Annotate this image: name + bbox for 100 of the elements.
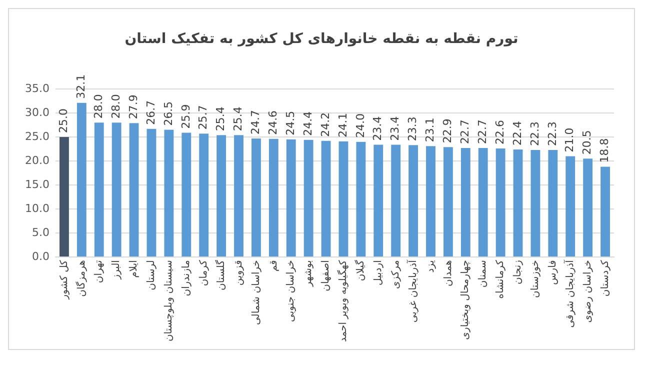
data-label: 21.0 bbox=[563, 128, 576, 152]
x-tick-label: زنجان bbox=[512, 260, 524, 285]
bar bbox=[129, 123, 139, 257]
x-tick-label: کرمان bbox=[198, 260, 210, 286]
bar bbox=[548, 150, 558, 257]
data-label: 22.3 bbox=[528, 121, 542, 146]
bar bbox=[356, 142, 366, 257]
data-label: 24.0 bbox=[354, 113, 367, 138]
x-tick-label: لرستان bbox=[146, 260, 158, 290]
bar bbox=[408, 145, 418, 257]
x-tick-label: قزوین bbox=[233, 260, 244, 286]
data-label: 26.5 bbox=[162, 101, 175, 126]
data-label: 28.0 bbox=[92, 94, 105, 119]
data-label: 25.4 bbox=[232, 106, 245, 132]
data-label: 32.1 bbox=[74, 74, 88, 99]
bar bbox=[199, 134, 209, 257]
bar bbox=[426, 146, 436, 257]
bar bbox=[304, 140, 314, 257]
data-label: 24.1 bbox=[336, 112, 350, 138]
bar bbox=[338, 141, 348, 257]
data-label: 23.3 bbox=[406, 116, 420, 142]
x-tick-label: البرز bbox=[111, 260, 122, 280]
data-label: 24.2 bbox=[318, 112, 332, 137]
x-tick-label: خوزستان bbox=[530, 260, 542, 298]
data-label: 26.7 bbox=[144, 100, 158, 125]
data-label: 24.5 bbox=[284, 110, 297, 136]
bar bbox=[146, 128, 156, 257]
bar bbox=[251, 138, 261, 257]
bar bbox=[268, 138, 278, 257]
x-tick-label: کهگیلویه وبویر احمد bbox=[337, 260, 350, 342]
x-tick-label: خراسان جنوبی bbox=[286, 260, 297, 322]
bar bbox=[76, 102, 86, 257]
x-tick-label: کرمانشاه bbox=[495, 260, 506, 299]
x-tick-label: کردستان bbox=[600, 260, 611, 297]
y-tick-label: 0.0 bbox=[32, 250, 50, 263]
x-tick-label: آذربایجان غربی bbox=[406, 258, 419, 323]
bar bbox=[391, 144, 401, 257]
x-tick-label: کل کشور bbox=[58, 260, 70, 300]
data-label: 23.4 bbox=[371, 116, 384, 141]
y-tick-label: 35.0 bbox=[24, 82, 50, 95]
data-label: 22.4 bbox=[510, 120, 524, 146]
data-label: 22.6 bbox=[493, 120, 506, 145]
bar bbox=[321, 140, 331, 257]
bar bbox=[112, 122, 122, 257]
x-tick-label: تهران bbox=[94, 260, 105, 284]
x-tick-label: سیستان وبلوچستان bbox=[164, 260, 175, 342]
data-label: 22.7 bbox=[458, 120, 472, 144]
data-label: 24.4 bbox=[301, 111, 314, 136]
x-tick-label: اصفهان bbox=[320, 260, 332, 292]
x-tick-label: یزد bbox=[425, 260, 436, 273]
x-tick-label: آذربایجان شرقی bbox=[562, 258, 576, 328]
data-label: 24.6 bbox=[266, 110, 280, 135]
bar bbox=[94, 122, 104, 257]
bar bbox=[286, 139, 296, 257]
y-tick-label: 5.0 bbox=[32, 226, 50, 239]
data-label: 22.9 bbox=[441, 118, 454, 144]
bar bbox=[600, 166, 610, 257]
data-label: 28.0 bbox=[109, 94, 122, 119]
y-tick-label: 20.0 bbox=[24, 154, 50, 167]
y-tick-label: 15.0 bbox=[24, 178, 50, 191]
bar bbox=[164, 130, 174, 257]
x-tick-label: اردبیل bbox=[372, 260, 384, 286]
data-label: 18.8 bbox=[598, 138, 612, 163]
data-label: 22.3 bbox=[546, 121, 559, 146]
data-label: 27.9 bbox=[126, 94, 140, 120]
x-tick-label: بوشهر bbox=[303, 260, 314, 288]
x-tick-label: چهارمحال وبختیاری bbox=[460, 260, 472, 340]
bar bbox=[583, 158, 593, 257]
bar bbox=[216, 135, 226, 257]
y-tick-label: 10.0 bbox=[24, 202, 50, 215]
x-tick-label: هرمزگان bbox=[75, 260, 88, 297]
bar bbox=[182, 132, 192, 257]
data-label: 25.4 bbox=[214, 106, 228, 132]
bar bbox=[443, 147, 453, 257]
data-label: 25.9 bbox=[179, 104, 192, 129]
bar bbox=[496, 148, 506, 257]
x-tick-label: سمنان bbox=[478, 260, 489, 288]
bar bbox=[60, 137, 69, 257]
bar bbox=[234, 135, 244, 257]
x-tick-label: فارس bbox=[548, 260, 559, 285]
x-tick-label: ایلام bbox=[128, 260, 140, 278]
x-tick-label: همدان bbox=[442, 260, 454, 286]
y-tick-label: 25.0 bbox=[24, 130, 50, 143]
data-label: 25.7 bbox=[196, 105, 210, 130]
chart-title: تورم نقطه به نقطه خانوارهای کل کشور به تفکیک استان bbox=[124, 31, 520, 47]
bar bbox=[460, 148, 470, 257]
x-tick-label: گلستان bbox=[214, 260, 227, 290]
x-tick-label: گیلان bbox=[354, 260, 367, 282]
data-label: 25.0 bbox=[57, 108, 70, 134]
data-label: 23.1 bbox=[424, 118, 437, 142]
bar bbox=[513, 149, 523, 257]
bar bbox=[530, 150, 540, 257]
data-label: 22.7 bbox=[476, 120, 489, 144]
data-label: 20.5 bbox=[580, 130, 594, 155]
x-tick-label: خراسان رضوی bbox=[582, 260, 594, 323]
y-tick-label: 30.0 bbox=[24, 106, 50, 119]
data-label: 23.4 bbox=[388, 116, 402, 141]
x-tick-label: مازندران bbox=[180, 260, 192, 296]
x-tick-label: مرکزی bbox=[390, 260, 402, 290]
bar bbox=[478, 148, 488, 257]
